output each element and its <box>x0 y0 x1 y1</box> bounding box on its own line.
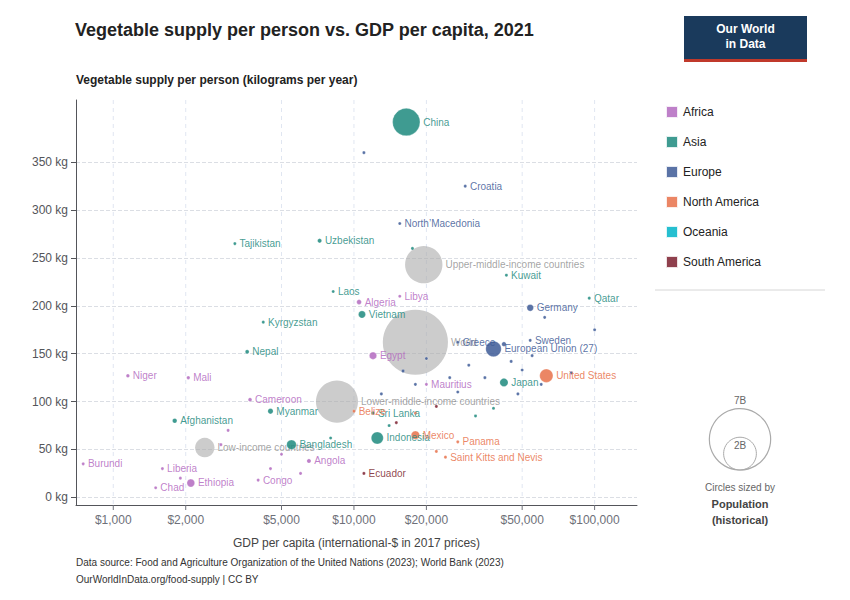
svg-text:Myanmar: Myanmar <box>276 406 318 417</box>
svg-text:Chad: Chad <box>160 482 184 493</box>
svg-text:North’Macedonia: North’Macedonia <box>404 218 480 229</box>
svg-text:Belize: Belize <box>359 406 387 417</box>
svg-text:Angola: Angola <box>314 455 346 466</box>
svg-text:Tajikistan: Tajikistan <box>240 238 281 249</box>
svg-text:Population: Population <box>712 498 769 510</box>
svg-text:Uzbekistan: Uzbekistan <box>325 235 374 246</box>
svg-text:Circles sized by: Circles sized by <box>705 482 775 493</box>
svg-text:Vietnam: Vietnam <box>369 309 406 320</box>
svg-text:Europe: Europe <box>683 165 722 179</box>
svg-text:50 kg: 50 kg <box>39 442 68 456</box>
svg-text:South America: South America <box>683 255 761 269</box>
svg-text:Ecuador: Ecuador <box>369 468 407 479</box>
svg-text:Qatar: Qatar <box>594 293 620 304</box>
svg-text:Our World: Our World <box>716 22 774 36</box>
svg-text:200 kg: 200 kg <box>32 299 68 313</box>
svg-text:Cameroon: Cameroon <box>255 394 302 405</box>
svg-text:Libya: Libya <box>404 291 428 302</box>
svg-text:Oceania: Oceania <box>683 225 728 239</box>
svg-text:$10,000: $10,000 <box>332 513 376 527</box>
svg-text:Liberia: Liberia <box>167 463 197 474</box>
svg-text:250 kg: 250 kg <box>32 251 68 265</box>
svg-text:Kyrgyzstan: Kyrgyzstan <box>268 317 317 328</box>
svg-text:Upper-middle-income countries: Upper-middle-income countries <box>445 259 584 270</box>
svg-text:$5,000: $5,000 <box>263 513 300 527</box>
svg-text:150 kg: 150 kg <box>32 347 68 361</box>
svg-text:United States: United States <box>556 370 616 381</box>
svg-text:Burundi: Burundi <box>88 458 122 469</box>
svg-text:100 kg: 100 kg <box>32 395 68 409</box>
svg-text:OurWorldInData.org/food-supply: OurWorldInData.org/food-supply | CC BY <box>76 574 259 585</box>
svg-text:7B: 7B <box>734 395 747 406</box>
svg-text:Mexico: Mexico <box>423 430 455 441</box>
svg-text:Greece: Greece <box>462 337 495 348</box>
svg-text:$1,000: $1,000 <box>95 513 132 527</box>
svg-text:0 kg: 0 kg <box>45 490 68 504</box>
svg-text:Lower-middle-income countries: Lower-middle-income countries <box>361 396 500 408</box>
svg-text:2B: 2B <box>734 440 747 451</box>
svg-text:Egypt: Egypt <box>380 350 406 361</box>
svg-text:Sri Lanka: Sri Lanka <box>377 407 421 419</box>
svg-text:Indonesia: Indonesia <box>386 432 430 444</box>
svg-text:$2,000: $2,000 <box>167 513 204 527</box>
svg-text:Mauritius: Mauritius <box>431 379 472 390</box>
svg-text:Asia: Asia <box>683 135 707 149</box>
svg-text:in Data: in Data <box>725 37 765 51</box>
svg-text:$20,000: $20,000 <box>405 513 449 527</box>
svg-text:Nepal: Nepal <box>252 346 278 357</box>
svg-text:Panama: Panama <box>462 436 500 447</box>
svg-text:$100,000: $100,000 <box>570 513 620 527</box>
svg-text:European Union (27): European Union (27) <box>504 343 597 354</box>
svg-text:Africa: Africa <box>683 105 714 119</box>
svg-text:Kuwait: Kuwait <box>511 270 541 281</box>
svg-text:Laos: Laos <box>338 286 360 297</box>
svg-text:Vegetable supply per person vs: Vegetable supply per person vs. GDP per … <box>75 20 534 40</box>
svg-text:Low-income countries: Low-income countries <box>217 442 315 454</box>
svg-text:Japan: Japan <box>511 377 538 388</box>
svg-text:Germany: Germany <box>537 302 578 313</box>
svg-text:(historical): (historical) <box>712 514 769 526</box>
svg-text:GDP per capita (international-: GDP per capita (international-$ in 2017 … <box>233 536 480 550</box>
svg-text:350 kg: 350 kg <box>32 155 68 169</box>
svg-text:Mali: Mali <box>193 372 211 383</box>
svg-text:Sweden: Sweden <box>534 334 572 346</box>
svg-text:Data source: Food and Agricult: Data source: Food and Agriculture Organi… <box>76 557 504 568</box>
svg-text:Croatia: Croatia <box>470 181 503 192</box>
svg-text:Afghanistan: Afghanistan <box>180 415 233 426</box>
svg-text:Algeria: Algeria <box>365 297 397 308</box>
svg-text:China: China <box>423 117 450 128</box>
svg-text:Bangladesh: Bangladesh <box>299 439 352 450</box>
svg-text:Niger: Niger <box>133 370 158 381</box>
svg-text:Vegetable supply per person (k: Vegetable supply per person (kilograms p… <box>76 73 357 87</box>
svg-text:$50,000: $50,000 <box>500 513 544 527</box>
svg-text:Saint Kitts and Nevis: Saint Kitts and Nevis <box>450 452 542 463</box>
svg-text:Ethiopia: Ethiopia <box>198 477 235 488</box>
svg-text:Congo: Congo <box>263 475 293 486</box>
svg-text:300 kg: 300 kg <box>32 203 68 217</box>
svg-text:North America: North America <box>683 195 759 209</box>
